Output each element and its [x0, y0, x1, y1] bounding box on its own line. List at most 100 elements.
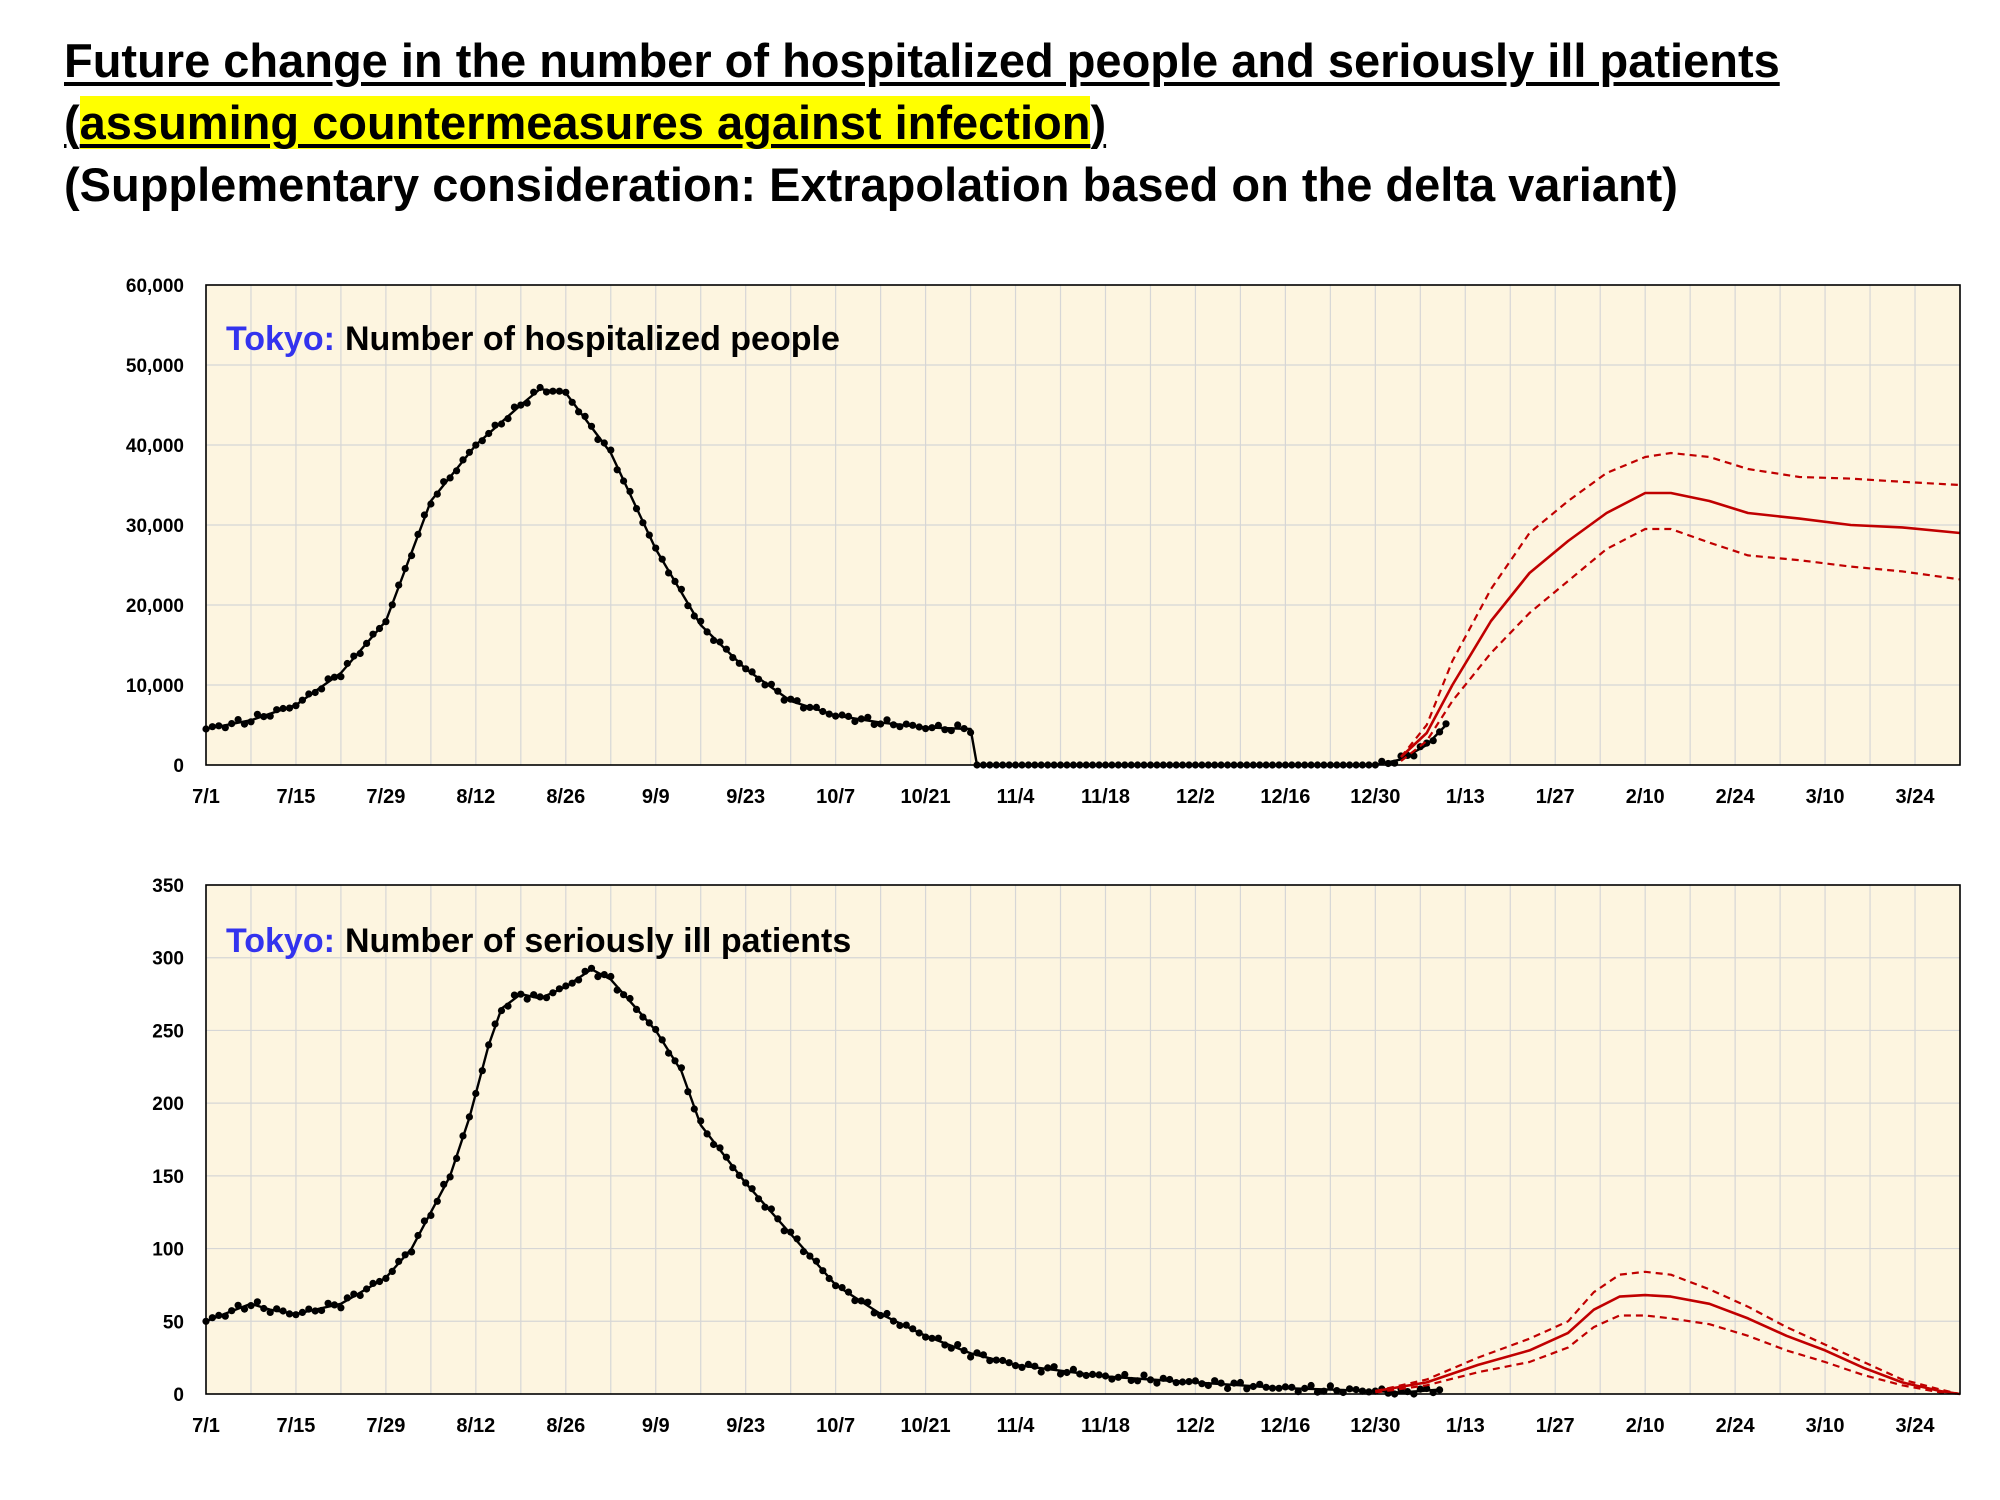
- x-tick-label: 9/9: [642, 1415, 670, 1437]
- observed-point: [311, 688, 319, 697]
- gridlines: [206, 885, 1960, 1394]
- observed-point: [568, 398, 576, 406]
- x-tick-label: 9/9: [642, 786, 670, 808]
- observed-point: [793, 1235, 801, 1243]
- observed-point: [1095, 1371, 1103, 1379]
- observed-point: [1262, 1383, 1270, 1391]
- observed-point: [902, 720, 910, 728]
- observed-point: [318, 685, 326, 693]
- observed-point: [298, 696, 306, 704]
- gridlines: [206, 285, 1960, 765]
- subtitle-close-paren: ): [1090, 96, 1107, 149]
- observed-point: [671, 1057, 679, 1065]
- observed-point: [1378, 757, 1386, 765]
- subtitle-highlight: assuming countermeasures against infecti…: [79, 96, 1091, 149]
- observed-point: [735, 659, 743, 667]
- observed-point: [697, 617, 705, 625]
- observed-point: [864, 1298, 872, 1306]
- observed-point: [1101, 1372, 1110, 1380]
- observed-point: [478, 437, 486, 445]
- observed-point: [1069, 1365, 1077, 1373]
- observed-point: [1410, 752, 1418, 760]
- observed-point: [363, 1285, 371, 1293]
- x-tick-label: 10/7: [816, 786, 855, 808]
- observed-point: [1436, 1386, 1444, 1394]
- observed-point: [510, 403, 518, 411]
- observed-point: [671, 577, 679, 585]
- observed-point: [440, 1180, 448, 1188]
- observed-point: [787, 1228, 795, 1236]
- observed-point: [703, 628, 711, 636]
- projection-lower-bound-line: [1400, 527, 1961, 762]
- observed-point: [279, 1307, 287, 1315]
- observed-point: [395, 1257, 403, 1265]
- observed-point: [742, 665, 750, 673]
- observed-point: [440, 478, 448, 486]
- observed-point: [877, 1311, 885, 1320]
- observed-point: [844, 712, 853, 720]
- observed-point: [639, 519, 647, 527]
- observed-point: [613, 466, 621, 474]
- observed-point: [954, 1341, 962, 1349]
- observed-point: [870, 720, 878, 729]
- observed-point: [645, 1019, 653, 1027]
- observed-point: [285, 704, 294, 712]
- observed-point: [530, 991, 538, 999]
- y-tick-label: 250: [152, 1021, 184, 1042]
- observed-point: [1082, 1371, 1090, 1380]
- observed-point: [446, 474, 454, 482]
- y-tick-label: 20,000: [126, 596, 184, 617]
- x-tick-label: 9/23: [726, 786, 765, 808]
- chart-label-title: Number of hospitalized people: [345, 320, 840, 358]
- observed-point: [485, 429, 493, 438]
- observed-point: [465, 1113, 473, 1121]
- observed-point: [922, 725, 930, 733]
- observed-point: [542, 388, 551, 396]
- x-tick-label: 3/10: [1806, 786, 1845, 808]
- y-tick-label: 50: [163, 1312, 184, 1333]
- observed-point: [330, 673, 339, 681]
- plot-frame: [205, 284, 1961, 766]
- observed-point: [337, 673, 345, 681]
- observed-point: [620, 477, 628, 485]
- x-tick-label: 8/12: [456, 786, 495, 808]
- observed-point: [928, 1334, 936, 1342]
- observed-point: [562, 982, 570, 990]
- observed-point: [356, 649, 364, 658]
- observed-point: [922, 1333, 930, 1341]
- observed-point: [382, 618, 390, 626]
- observed-point: [587, 964, 596, 972]
- observed-point: [1211, 1377, 1219, 1385]
- x-tick-label: 7/1: [192, 786, 220, 808]
- observed-point: [491, 1020, 499, 1028]
- observed-point: [967, 1353, 975, 1361]
- observed-point: [1037, 1368, 1045, 1376]
- observed-point: [819, 707, 827, 716]
- observed-point: [1326, 1382, 1334, 1390]
- observed-point: [1134, 1377, 1142, 1385]
- observed-point: [497, 420, 506, 428]
- observed-point: [812, 1257, 821, 1265]
- observed-point: [536, 993, 544, 1001]
- observed-point: [665, 1049, 673, 1057]
- observed-point: [825, 1274, 833, 1283]
- observed-point: [819, 1267, 827, 1275]
- observed-point: [999, 1356, 1007, 1365]
- observed-point: [408, 552, 416, 560]
- x-tick-label: 3/10: [1806, 1415, 1845, 1437]
- observed-point: [787, 695, 795, 703]
- chart-label: Tokyo: Number of seriously ill patients: [226, 922, 851, 960]
- observed-point: [1166, 1375, 1174, 1384]
- observed-point: [870, 1309, 878, 1317]
- page-title: Future change in the number of hospitali…: [64, 34, 1780, 87]
- observed-point: [806, 1252, 814, 1260]
- observed-point: [1024, 1360, 1032, 1368]
- observed-point: [896, 723, 904, 731]
- observed-point: [285, 1310, 294, 1318]
- observed-point: [562, 388, 570, 396]
- observed-point: [1005, 1359, 1013, 1367]
- y-tick-label: 60,000: [126, 276, 184, 297]
- observed-point: [318, 1306, 326, 1315]
- observed-point: [221, 1312, 229, 1320]
- observed-point: [1121, 1370, 1129, 1379]
